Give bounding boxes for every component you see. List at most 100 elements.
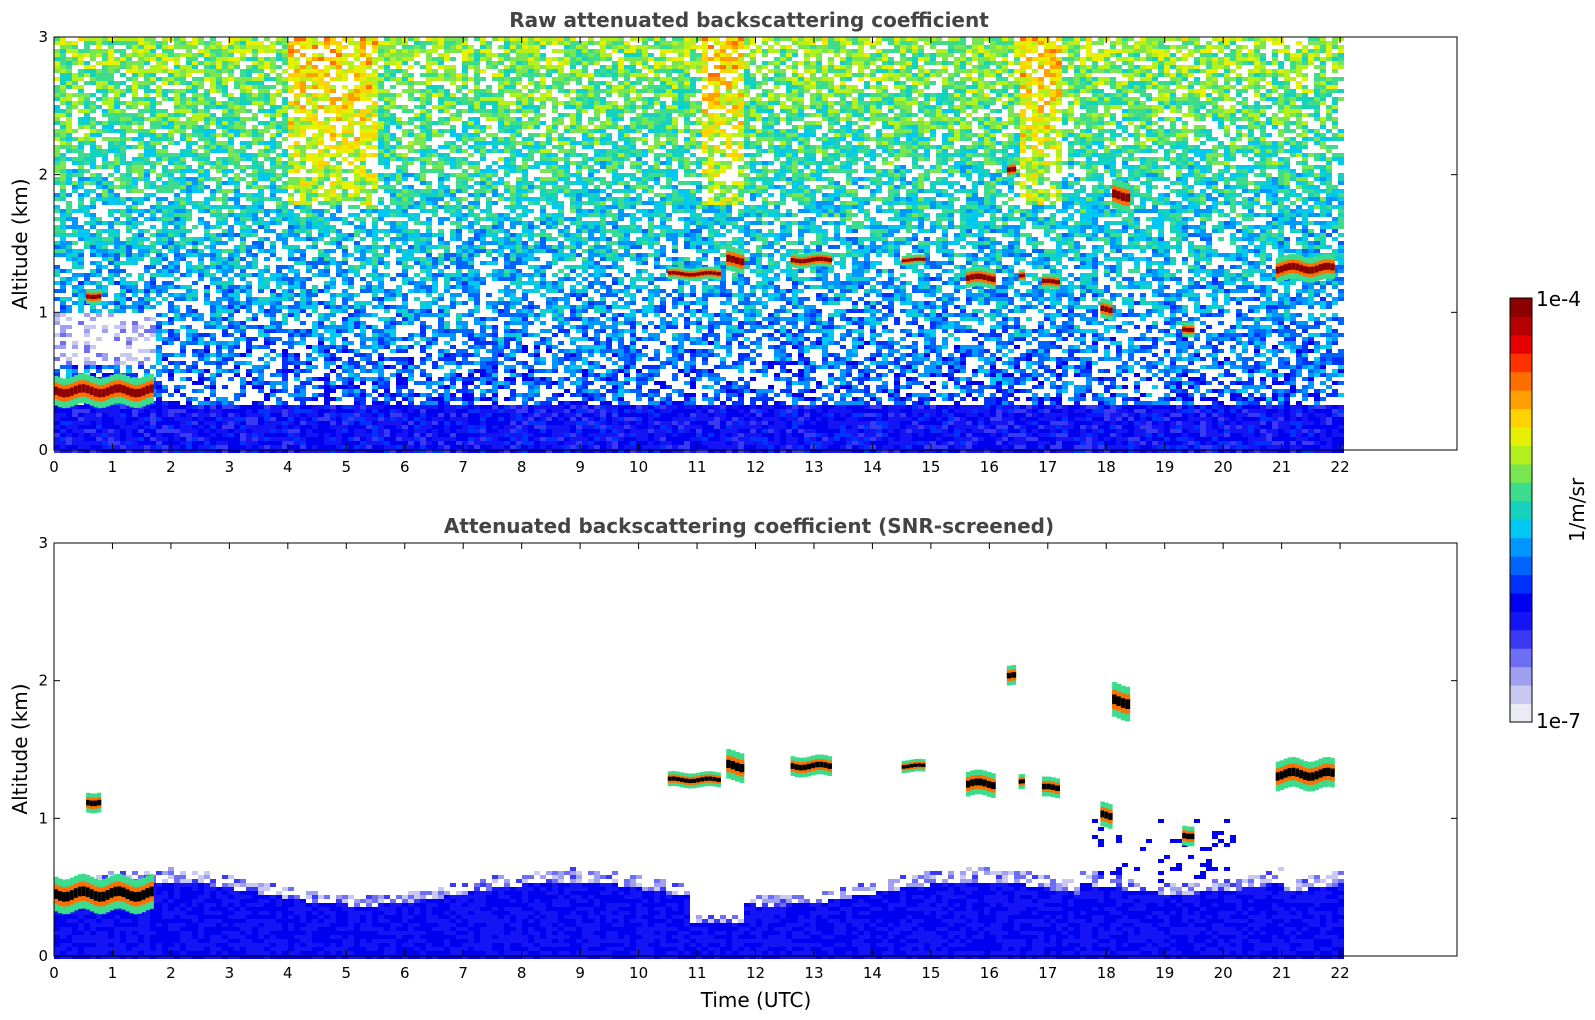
noise-cell: [90, 445, 96, 449]
noise-cell: [120, 405, 126, 409]
noise-cell: [66, 113, 72, 117]
noise-cell: [60, 429, 66, 433]
noise-cell: [186, 193, 192, 197]
noise-cell: [102, 329, 108, 333]
noise-cell: [192, 185, 198, 189]
noise-cell: [174, 45, 180, 49]
noise-cell: [186, 369, 192, 373]
noise-cell: [60, 325, 66, 329]
noise-cell: [150, 277, 156, 281]
noise-cell: [126, 437, 132, 441]
noise-cell: [102, 441, 108, 445]
noise-cell: [84, 53, 90, 57]
noise-cell: [60, 445, 66, 449]
noise-cell: [174, 425, 180, 429]
noise-cell: [96, 425, 102, 429]
noise-cell: [72, 417, 78, 421]
noise-cell: [174, 433, 180, 437]
noise-cell: [132, 157, 138, 161]
noise-cell: [138, 221, 144, 225]
noise-cell: [60, 237, 66, 241]
noise-cell: [66, 325, 72, 329]
noise-cell: [84, 241, 90, 245]
noise-cell: [108, 145, 114, 149]
noise-cell: [192, 425, 198, 429]
noise-cell: [126, 165, 132, 169]
noise-cell: [168, 361, 174, 365]
noise-cell: [168, 177, 174, 181]
noise-cell: [108, 109, 114, 113]
noise-cell: [180, 393, 186, 397]
noise-cell: [54, 421, 60, 425]
noise-cell: [162, 257, 168, 261]
noise-cell: [162, 241, 168, 245]
noise-cell: [156, 401, 162, 405]
noise-cell: [114, 61, 120, 65]
noise-cell: [180, 361, 186, 365]
noise-cell: [150, 249, 156, 253]
noise-cell: [126, 61, 132, 65]
noise-cell: [114, 49, 120, 53]
noise-cell: [126, 285, 132, 289]
noise-cell: [120, 53, 126, 57]
noise-cell: [90, 49, 96, 53]
noise-cell: [120, 57, 126, 61]
noise-cell: [60, 413, 66, 417]
noise-cell: [174, 41, 180, 45]
noise-cell: [54, 289, 60, 293]
noise-cell: [174, 333, 180, 337]
noise-cell: [192, 441, 198, 445]
noise-cell: [120, 181, 126, 185]
noise-cell: [78, 97, 84, 101]
noise-cell: [126, 369, 132, 373]
noise-cell: [96, 53, 102, 57]
noise-cell: [84, 413, 90, 417]
noise-cell: [60, 133, 66, 137]
noise-cell: [108, 57, 114, 61]
noise-cell: [108, 105, 114, 109]
noise-cell: [78, 201, 84, 205]
noise-cell: [144, 177, 150, 181]
noise-cell: [72, 185, 78, 189]
noise-cell: [60, 221, 66, 225]
noise-cell: [108, 73, 114, 77]
noise-cell: [150, 217, 156, 221]
noise-cell: [60, 197, 66, 201]
noise-cell: [144, 265, 150, 269]
noise-cell: [132, 65, 138, 69]
noise-cell: [138, 429, 144, 433]
noise-cell: [126, 209, 132, 213]
noise-cell: [120, 441, 126, 445]
noise-cell: [120, 37, 126, 41]
noise-cell: [114, 129, 120, 133]
noise-cell: [180, 429, 186, 433]
noise-cell: [54, 369, 60, 373]
noise-cell: [60, 269, 66, 273]
noise-cell: [84, 421, 90, 425]
noise-cell: [60, 229, 66, 233]
noise-cell: [114, 409, 120, 413]
noise-cell: [126, 85, 132, 89]
noise-cell: [102, 97, 108, 101]
noise-cell: [54, 77, 60, 81]
noise-cell: [84, 221, 90, 225]
noise-cell: [162, 421, 168, 425]
noise-cell: [150, 205, 156, 209]
noise-cell: [162, 213, 168, 217]
noise-cell: [168, 337, 174, 341]
noise-cell: [66, 81, 72, 85]
noise-cell: [132, 137, 138, 141]
noise-cell: [126, 445, 132, 449]
noise-cell: [168, 429, 174, 433]
noise-cell: [162, 425, 168, 429]
noise-cell: [180, 349, 186, 353]
noise-cell: [138, 437, 144, 441]
noise-cell: [126, 413, 132, 417]
noise-cell: [168, 153, 174, 157]
noise-cell: [186, 269, 192, 273]
noise-cell: [54, 409, 60, 413]
noise-cell: [144, 281, 150, 285]
noise-cell: [108, 81, 114, 85]
noise-cell: [102, 101, 108, 105]
noise-cell: [186, 177, 192, 181]
